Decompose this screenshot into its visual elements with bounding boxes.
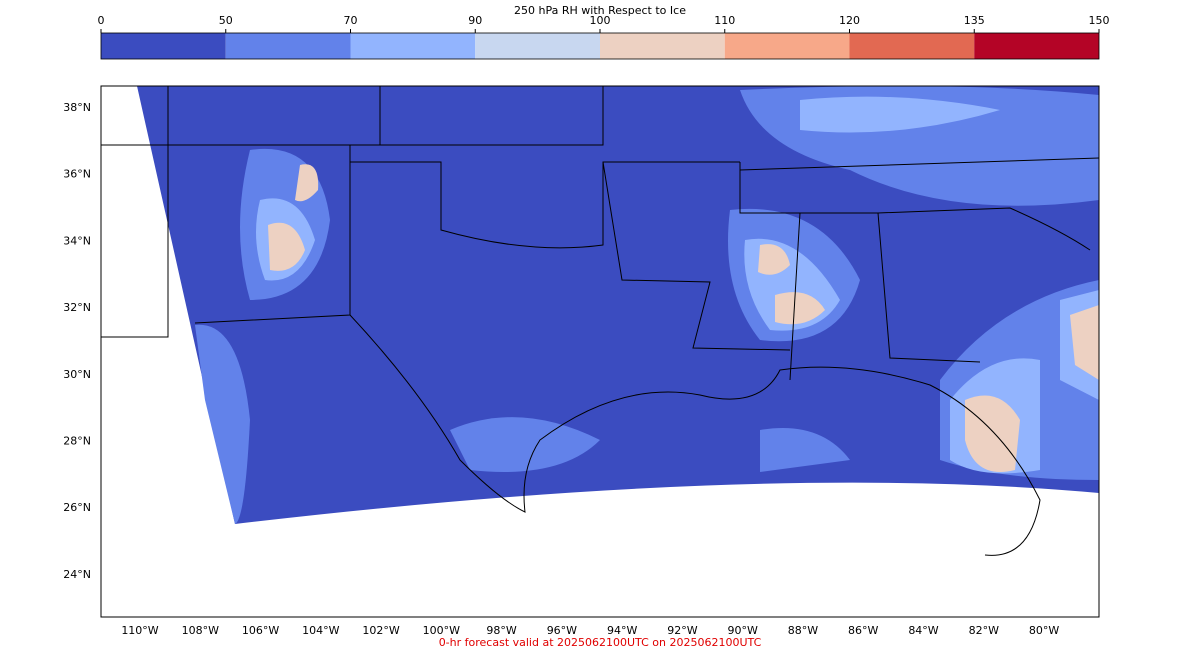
forecast-footer: 0-hr forecast valid at 2025062100UTC on … (439, 636, 762, 649)
colorbar-segment (600, 33, 725, 59)
state-borders (101, 86, 1099, 556)
latitude-label: 30°N (63, 368, 91, 381)
colorbar-title: 250 hPa RH with Respect to Ice (514, 4, 686, 17)
longitude-label: 84°W (908, 624, 938, 637)
humidity-field (268, 164, 1099, 472)
longitude-label: 88°W (788, 624, 818, 637)
colorbar-tick-label: 110 (714, 14, 735, 27)
colorbar-tick-label: 50 (219, 14, 233, 27)
colorbar-tick-label: 120 (839, 14, 860, 27)
longitude-label: 90°W (728, 624, 758, 637)
latitude-label: 24°N (63, 568, 91, 581)
map-frame (100, 85, 1100, 618)
latitude-labels: 38°N 36°N 34°N 32°N 30°N 28°N 26°N 24°N (63, 101, 91, 581)
latitude-label: 36°N (63, 168, 91, 181)
latitude-label: 26°N (63, 501, 91, 514)
colorbar-segment (849, 33, 975, 59)
colorbar-tick-label: 150 (1089, 14, 1110, 27)
longitude-label: 80°W (1029, 624, 1059, 637)
latitude-label: 38°N (63, 101, 91, 114)
longitude-label: 110°W (121, 624, 158, 637)
longitude-label: 92°W (667, 624, 697, 637)
longitude-label: 94°W (607, 624, 637, 637)
longitude-labels: 110°W 108°W 106°W 104°W 102°W 100°W 98°W 96°W 94… (121, 624, 1059, 637)
longitude-label: 98°W (486, 624, 516, 637)
longitude-label: 104°W (302, 624, 339, 637)
longitude-label: 82°W (969, 624, 999, 637)
colorbar-tick-label: 70 (344, 14, 358, 27)
colorbar-segment (475, 33, 600, 59)
longitude-label: 102°W (362, 624, 399, 637)
latitude-label: 34°N (63, 234, 91, 247)
colorbar-segment (225, 33, 351, 59)
colorbar-segment (724, 33, 850, 59)
colorbar-segment (350, 33, 476, 59)
latitude-label: 28°N (63, 435, 91, 448)
longitude-label: 108°W (182, 624, 219, 637)
map (100, 85, 1100, 618)
forecast-domain (137, 86, 1099, 524)
colorbar-tick-label: 90 (468, 14, 482, 27)
colorbar-tick-label: 100 (590, 14, 611, 27)
colorbar-segment (101, 33, 226, 59)
longitude-label: 96°W (547, 624, 577, 637)
longitude-label: 106°W (242, 624, 279, 637)
colorbar: 0 50 70 90 100 110 120 135 150 (98, 14, 1110, 60)
colorbar-tick-label: 0 (98, 14, 105, 27)
longitude-label: 86°W (848, 624, 878, 637)
colorbar-tick-label: 135 (964, 14, 985, 27)
longitude-label: 100°W (423, 624, 460, 637)
latitude-label: 32°N (63, 301, 91, 314)
colorbar-segment (974, 33, 1099, 59)
